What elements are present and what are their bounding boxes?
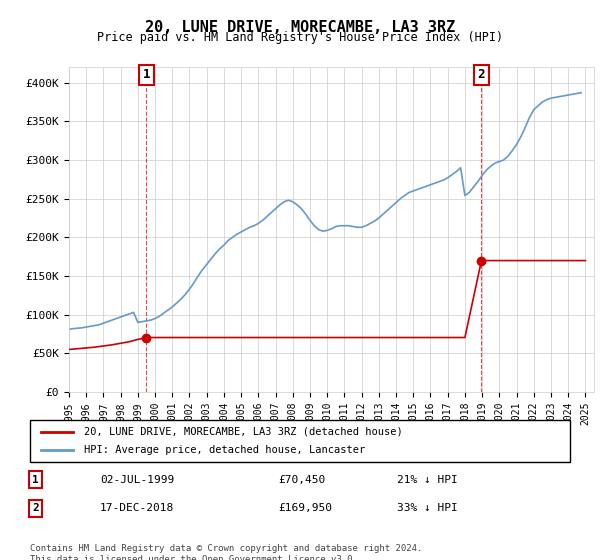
- Text: 2: 2: [32, 503, 39, 514]
- Text: £70,450: £70,450: [278, 474, 326, 484]
- Text: 2: 2: [478, 68, 485, 81]
- Text: £169,950: £169,950: [278, 503, 332, 514]
- Text: Contains HM Land Registry data © Crown copyright and database right 2024.
This d: Contains HM Land Registry data © Crown c…: [30, 544, 422, 560]
- Text: 1: 1: [32, 474, 39, 484]
- Text: 02-JUL-1999: 02-JUL-1999: [100, 474, 175, 484]
- Text: 21% ↓ HPI: 21% ↓ HPI: [397, 474, 458, 484]
- Text: 20, LUNE DRIVE, MORECAMBE, LA3 3RZ (detached house): 20, LUNE DRIVE, MORECAMBE, LA3 3RZ (deta…: [84, 427, 403, 437]
- Text: 17-DEC-2018: 17-DEC-2018: [100, 503, 175, 514]
- FancyBboxPatch shape: [30, 420, 570, 462]
- Text: 20, LUNE DRIVE, MORECAMBE, LA3 3RZ: 20, LUNE DRIVE, MORECAMBE, LA3 3RZ: [145, 20, 455, 35]
- Text: 1: 1: [143, 68, 150, 81]
- Text: HPI: Average price, detached house, Lancaster: HPI: Average price, detached house, Lanc…: [84, 445, 365, 455]
- Text: 33% ↓ HPI: 33% ↓ HPI: [397, 503, 458, 514]
- Text: Price paid vs. HM Land Registry's House Price Index (HPI): Price paid vs. HM Land Registry's House …: [97, 31, 503, 44]
